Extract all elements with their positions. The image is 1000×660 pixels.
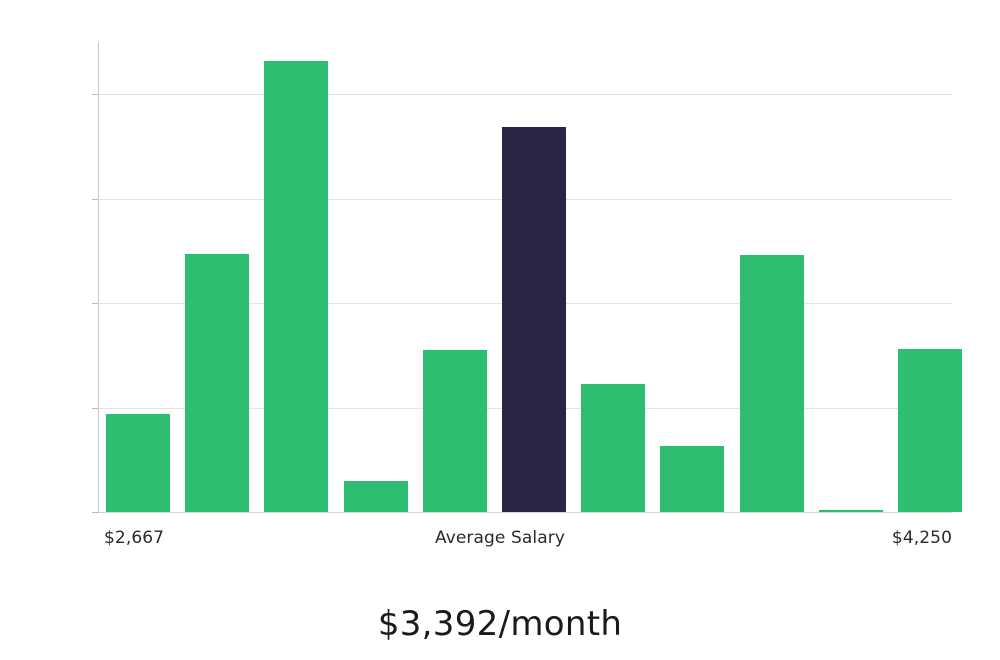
bars-layer: [98, 42, 962, 512]
y-tick-mark: [92, 303, 98, 305]
bar[interactable]: [818, 509, 883, 512]
bar[interactable]: [739, 255, 804, 512]
y-tick-mark: [92, 94, 98, 96]
y-tick-mark: [92, 407, 98, 409]
bar[interactable]: [185, 254, 250, 512]
plot-area: 0%5%10%15%20%: [92, 42, 962, 513]
bar[interactable]: [660, 446, 725, 512]
y-tick-mark: [92, 512, 98, 513]
bar[interactable]: [343, 480, 408, 512]
bar[interactable]: [264, 60, 329, 512]
bar[interactable]: [898, 349, 962, 512]
y-axis-line: [98, 42, 99, 513]
x-axis-title: Average Salary: [434, 528, 565, 548]
bar[interactable]: [581, 383, 646, 512]
gridline-20: [98, 94, 952, 96]
bar[interactable]: [422, 350, 487, 512]
x-axis-labels: $2,667 Average Salary $4,250: [0, 528, 1000, 558]
x-axis-max-label: $4,250: [891, 528, 952, 548]
x-axis-min-label: $2,667: [104, 528, 165, 548]
bar-highlighted[interactable]: [502, 126, 566, 512]
average-salary-caption: $3,392/month: [377, 604, 623, 644]
bar[interactable]: [106, 413, 170, 512]
y-tick-mark: [92, 198, 98, 200]
gridline-0: [98, 512, 952, 513]
